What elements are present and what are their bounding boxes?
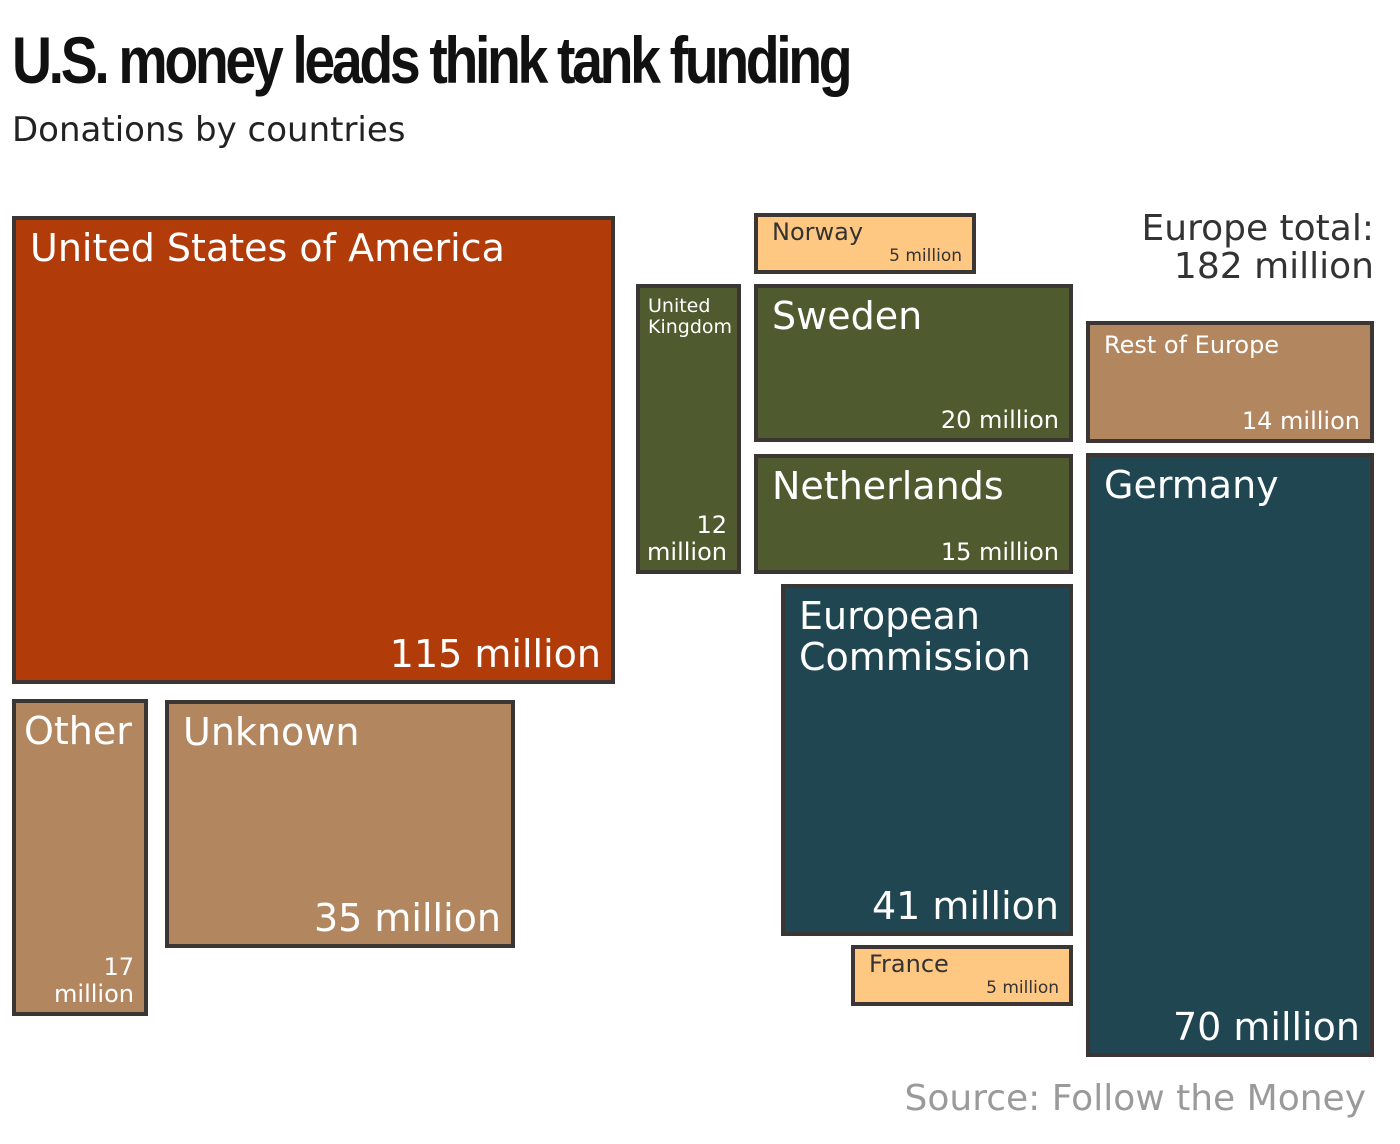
tile-label-sweden: Sweden — [772, 294, 923, 338]
tile-value-sweden: 20 million — [940, 406, 1059, 435]
tile-value-france: 5 million — [986, 977, 1059, 998]
treemap-tile-netherlands: Netherlands 15 million — [754, 454, 1073, 574]
tile-label-european-commission: European Commission — [799, 594, 1031, 680]
source-note: Source: Follow the Money — [904, 1078, 1366, 1119]
tile-label-other: Other — [24, 709, 132, 753]
europe-total-label: Europe total: — [1141, 208, 1375, 249]
europe-total-value: 182 million — [1173, 246, 1374, 287]
treemap-tile-united-kingdom: United Kingdom 12 million — [636, 284, 741, 574]
treemap-tile-other: Other 17 million — [12, 699, 148, 1016]
tile-label-unknown: Unknown — [183, 710, 360, 754]
treemap-tile-germany: Germany 70 million — [1086, 453, 1374, 1057]
tile-value-united-kingdom: 12 million — [647, 511, 727, 567]
tile-label-usa: United States of America — [30, 226, 505, 270]
tile-value-usa: 115 million — [389, 632, 601, 677]
tile-label-norway: Norway — [772, 218, 864, 246]
treemap-tile-norway: Norway 5 million — [754, 213, 976, 274]
tile-label-rest-of-europe: Rest of Europe — [1104, 331, 1280, 359]
treemap-tile-rest-of-europe: Rest of Europe 14 million — [1086, 321, 1374, 443]
tile-value-germany: 70 million — [1172, 1005, 1360, 1050]
tile-value-unknown: 35 million — [313, 896, 501, 941]
tile-value-norway: 5 million — [889, 245, 962, 266]
treemap-tile-usa: United States of America 115 million — [12, 216, 615, 684]
treemap-tile-unknown: Unknown 35 million — [165, 700, 515, 948]
treemap-tile-european-commission: European Commission 41 million — [781, 584, 1073, 936]
tile-value-european-commission: 41 million — [871, 884, 1059, 929]
chart-title: U.S. money leads think tank funding — [12, 23, 853, 97]
tile-label-france: France — [869, 950, 949, 978]
treemap-tile-france: France 5 million — [851, 945, 1073, 1006]
tile-value-rest-of-europe: 14 million — [1241, 407, 1360, 436]
tile-value-other: 17 million — [54, 953, 134, 1009]
tile-value-netherlands: 15 million — [940, 538, 1059, 567]
europe-total: Europe total: 182 million — [1142, 210, 1375, 286]
chart-subtitle: Donations by countries — [12, 110, 406, 150]
tile-label-netherlands: Netherlands — [772, 464, 1004, 508]
tile-label-germany: Germany — [1104, 463, 1279, 507]
treemap-tile-sweden: Sweden 20 million — [754, 284, 1073, 442]
tile-label-united-kingdom: United Kingdom — [648, 295, 733, 338]
